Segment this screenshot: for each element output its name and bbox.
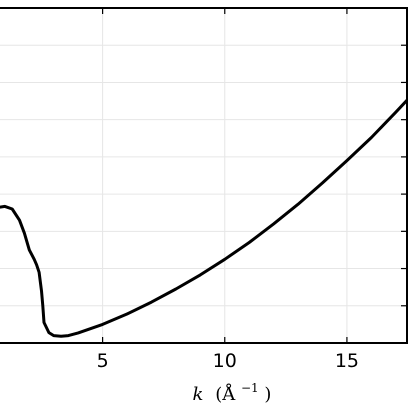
series-layer — [0, 97, 408, 338]
axes — [0, 7, 408, 344]
x-axis-label-var: k — [193, 384, 204, 405]
x-axis-label-unit: (Å — [215, 383, 236, 405]
series-line-0 — [0, 97, 408, 338]
x-tick-label-2: 15 — [335, 350, 359, 372]
x-axis-label: k (Å −1 ) — [193, 376, 272, 405]
x-axis-label-exponent: −1 — [241, 381, 259, 395]
x-axis-label-close: ) — [264, 384, 271, 405]
grid — [0, 7, 408, 343]
x-tick-label-0: 5 — [97, 350, 109, 372]
x-tick-label-1: 10 — [213, 350, 237, 372]
x-ticks: 5 10 15 — [97, 7, 407, 372]
